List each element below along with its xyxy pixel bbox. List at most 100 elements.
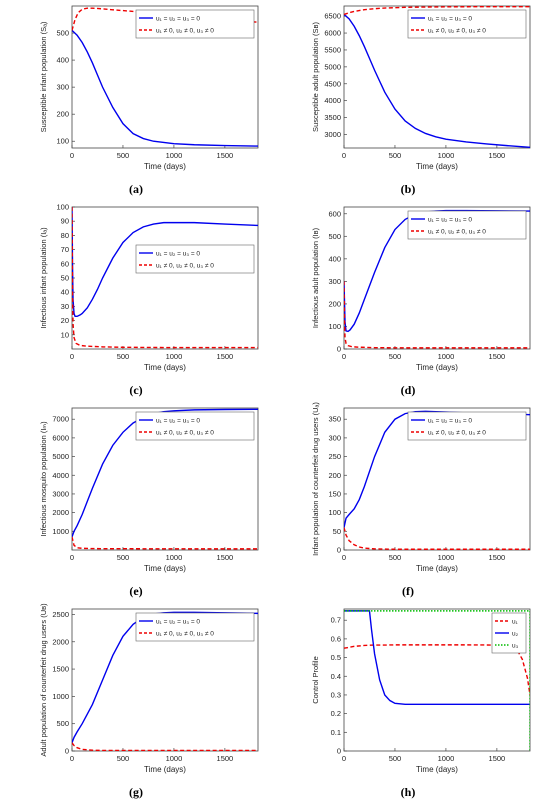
y-tick-label: 150 bbox=[328, 489, 341, 498]
y-axis-label: Susceptible adult population (Sʙ) bbox=[311, 22, 320, 132]
chart-panel-h: 0 500 1000 1500 0 0.1 0.2 0.3 0.4 0.5 0.6 0.7 Time (… bbox=[272, 603, 544, 804]
x-axis-label: Time (days) bbox=[144, 765, 186, 774]
chart-panel-b: 0 500 1000 1500 3000 3500 4000 4500 5000 5500 6000… bbox=[272, 0, 544, 201]
legend-box bbox=[407, 411, 527, 441]
legend-entry: u₁ ≠ 0, u₂ ≠ 0, u₃ ≠ 0 bbox=[428, 28, 486, 35]
y-tick-label: 200 bbox=[328, 471, 341, 480]
chart-svg: 0 500 1000 1500 10 20 30 40 50 60 70 80 90 100 Time (d… bbox=[39, 203, 259, 372]
y-tick-label: 3500 bbox=[324, 113, 341, 122]
y-tick-label: 3000 bbox=[52, 489, 69, 498]
chart-panel-a: 0 500 1000 1500 100 200 300 400 500 Time (days) Su… bbox=[0, 0, 272, 201]
x-tick-label: 0 bbox=[342, 553, 346, 562]
legend-entry: u₁ = u₂ = u₃ = 0 bbox=[428, 418, 472, 425]
chart-panel-g: 0 500 1000 1500 0 500 1000 1500 2000 2500 Time (da… bbox=[0, 603, 272, 804]
y-tick-label: 60 bbox=[61, 259, 69, 268]
y-tick-label: 250 bbox=[328, 452, 341, 461]
y-tick-label: 1500 bbox=[52, 665, 69, 674]
legend-entry: u₃ bbox=[512, 643, 519, 650]
y-tick-label: 6500 bbox=[324, 12, 341, 21]
legend-entry: u₂ bbox=[512, 631, 519, 638]
x-tick-label: 500 bbox=[389, 151, 402, 160]
y-axis-label: Adult population of counterfeit drug use… bbox=[39, 603, 48, 757]
x-tick-label: 1500 bbox=[489, 352, 506, 361]
legend-entry: u₁ = u₂ = u₃ = 0 bbox=[156, 251, 200, 258]
y-axis-label: Infectious adult population (Iʙ) bbox=[311, 227, 320, 328]
chart-svg: 0 500 1000 1500 0 100 200 300 400 500 600 Time (day… bbox=[311, 206, 531, 372]
y-tick-label: 500 bbox=[328, 232, 341, 241]
x-tick-label: 1000 bbox=[438, 352, 455, 361]
x-axis-label: Time (days) bbox=[416, 162, 458, 171]
x-axis-label: Time (days) bbox=[144, 363, 186, 372]
y-tick-label: 300 bbox=[328, 433, 341, 442]
series-line-1 bbox=[344, 13, 530, 148]
legend-entry: u₁ = u₂ = u₃ = 0 bbox=[156, 418, 200, 425]
legend-entry: u₁ ≠ 0, u₂ ≠ 0, u₃ ≠ 0 bbox=[156, 631, 214, 638]
series-line-1 bbox=[72, 408, 258, 538]
legend-entry: u₁ ≠ 0, u₂ ≠ 0, u₃ ≠ 0 bbox=[428, 229, 486, 236]
legend-entry: u₁ bbox=[512, 619, 519, 626]
panel-label: (g) bbox=[129, 785, 143, 799]
y-tick-label: 400 bbox=[328, 254, 341, 263]
x-tick-label: 0 bbox=[342, 352, 346, 361]
x-tick-label: 1500 bbox=[217, 754, 234, 763]
x-tick-label: 1500 bbox=[489, 754, 506, 763]
y-tick-label: 0.7 bbox=[331, 616, 341, 625]
x-tick-label: 0 bbox=[342, 754, 346, 763]
y-tick-label: 80 bbox=[61, 231, 69, 240]
y-tick-label: 5000 bbox=[324, 62, 341, 71]
y-tick-label: 90 bbox=[61, 217, 69, 226]
y-tick-label: 20 bbox=[61, 316, 69, 325]
x-tick-label: 1000 bbox=[438, 754, 455, 763]
y-tick-label: 50 bbox=[61, 274, 69, 283]
legend-box bbox=[135, 411, 255, 441]
panel-label: (f) bbox=[402, 584, 414, 598]
x-tick-label: 500 bbox=[389, 352, 402, 361]
panel-label: (d) bbox=[400, 383, 416, 397]
y-tick-label: 100 bbox=[328, 322, 341, 331]
x-tick-label: 1500 bbox=[217, 151, 234, 160]
y-tick-label: 7000 bbox=[52, 415, 69, 424]
series-line-1 bbox=[72, 207, 258, 318]
y-tick-label: 3000 bbox=[324, 130, 341, 139]
x-tick-label: 1500 bbox=[489, 553, 506, 562]
y-tick-label: 0 bbox=[337, 345, 341, 354]
y-tick-label: 1000 bbox=[52, 692, 69, 701]
x-tick-label: 0 bbox=[70, 151, 74, 160]
x-axis-label: Time (days) bbox=[416, 765, 458, 774]
series-line-1 bbox=[72, 611, 258, 744]
legend-entry: u₁ ≠ 0, u₂ ≠ 0, u₃ ≠ 0 bbox=[156, 28, 214, 35]
y-tick-label: 5500 bbox=[324, 45, 341, 54]
x-tick-label: 1500 bbox=[217, 553, 234, 562]
legend-entry: u₁ ≠ 0, u₂ ≠ 0, u₃ ≠ 0 bbox=[156, 263, 214, 270]
x-axis-label: Time (days) bbox=[144, 564, 186, 573]
chart-svg: 0 500 1000 1500 0 50 100 150 200 250 300 350 Time (d… bbox=[311, 402, 531, 573]
series-line-2 bbox=[72, 536, 258, 550]
legend-box bbox=[407, 9, 527, 39]
y-tick-label: 500 bbox=[56, 719, 69, 728]
legend-box bbox=[135, 244, 255, 274]
x-tick-label: 0 bbox=[70, 352, 74, 361]
x-axis-label: Time (days) bbox=[416, 363, 458, 372]
y-tick-label: 200 bbox=[56, 110, 69, 119]
y-axis-label: Infant population of counterfeit drug us… bbox=[311, 402, 320, 556]
legend-entry: u₁ = u₂ = u₃ = 0 bbox=[156, 16, 200, 23]
series-line-2 bbox=[344, 610, 530, 705]
chart-svg: 0 500 1000 1500 1000 2000 3000 4000 5000 6000 7000… bbox=[39, 407, 259, 573]
x-tick-label: 1000 bbox=[166, 754, 183, 763]
y-axis-label: Infectious infant population (Iₐ) bbox=[39, 227, 48, 329]
y-tick-label: 500 bbox=[56, 29, 69, 38]
y-tick-label: 0.5 bbox=[331, 653, 341, 662]
x-tick-label: 1500 bbox=[489, 151, 506, 160]
y-tick-label: 50 bbox=[333, 527, 341, 536]
y-axis-label: Control Profile bbox=[311, 656, 320, 704]
y-tick-label: 200 bbox=[328, 299, 341, 308]
x-tick-label: 0 bbox=[70, 553, 74, 562]
y-tick-label: 600 bbox=[328, 209, 341, 218]
series-line-1 bbox=[344, 644, 530, 696]
chart-panel-f: 0 500 1000 1500 0 50 100 150 200 250 300 350 Time (d… bbox=[272, 402, 544, 603]
series-line-1 bbox=[344, 209, 530, 333]
y-tick-label: 100 bbox=[328, 508, 341, 517]
legend-entry: u₁ = u₂ = u₃ = 0 bbox=[428, 16, 472, 23]
x-tick-label: 500 bbox=[389, 553, 402, 562]
plot-area bbox=[71, 206, 259, 350]
